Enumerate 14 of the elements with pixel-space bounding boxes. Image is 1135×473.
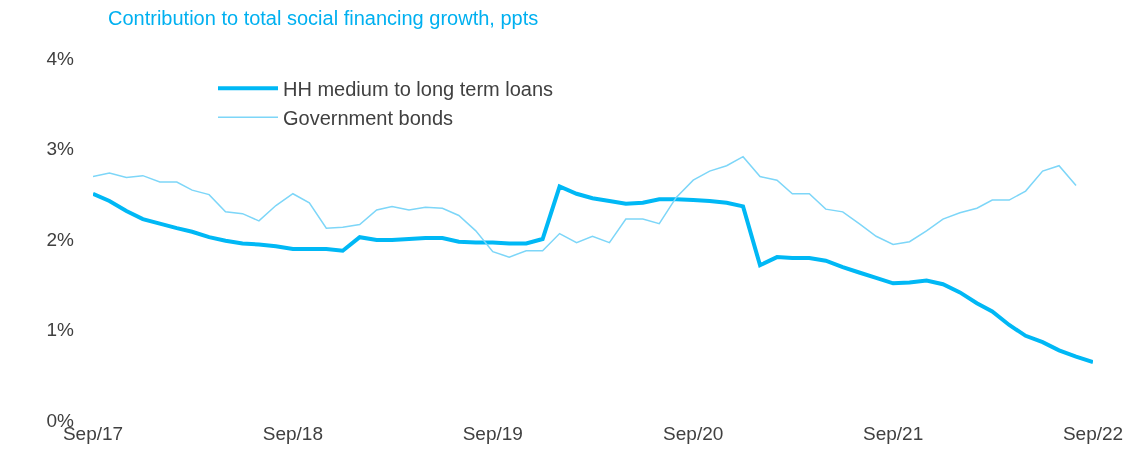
x-tick-label: Sep/19 (462, 423, 523, 444)
y-tick-label: 3% (46, 138, 75, 160)
y-tick-label: 2% (46, 228, 75, 250)
legend-label: HH medium to long term loans (283, 78, 554, 101)
line-series (93, 184, 1093, 365)
legend-label: Government bonds (283, 107, 454, 130)
y-tick-label: 4% (46, 47, 75, 69)
x-tick-label: Sep/20 (663, 423, 724, 444)
line-series (93, 155, 1077, 258)
y-tick-label: 1% (46, 319, 75, 341)
x-tick-label: Sep/18 (262, 423, 324, 444)
chart-title: Contribution to total social financing growth, ppts (108, 7, 539, 29)
x-tick-label: Sep/22 (1062, 423, 1124, 444)
x-tick-label: Sep/21 (862, 423, 924, 444)
